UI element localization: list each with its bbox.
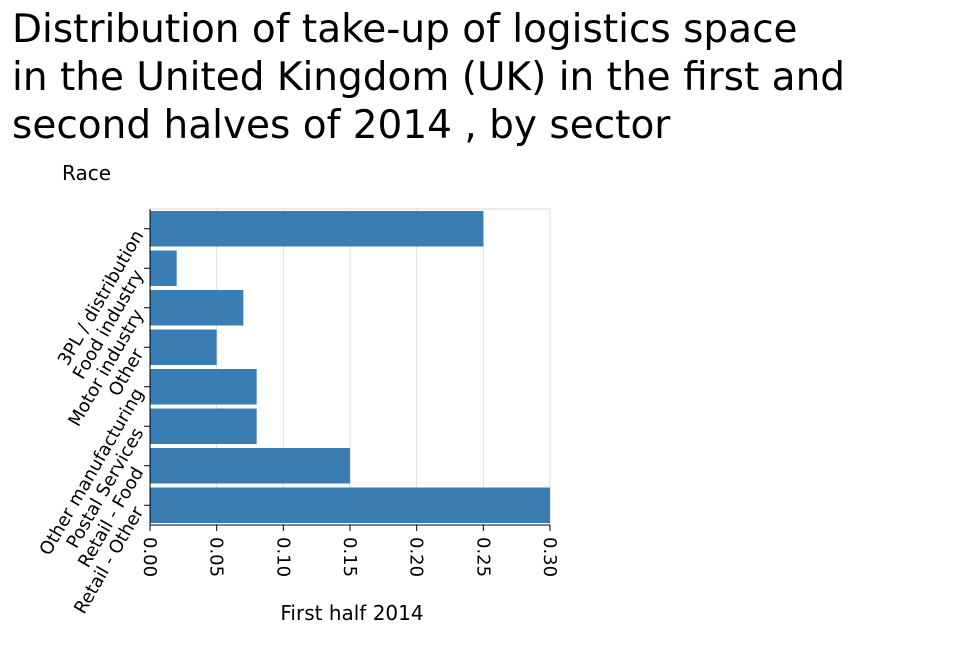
x-tick-label: 0.30 (539, 537, 560, 577)
bar (150, 487, 550, 523)
bar (150, 369, 257, 405)
bar (150, 329, 217, 365)
axes (144, 209, 551, 531)
x-tick-labels: 0.00 0.05 0.10 0.15 0.20 0.25 0.30 (139, 537, 560, 577)
bar (150, 290, 244, 326)
x-tick-label: 0.10 (272, 537, 293, 577)
bar (150, 250, 177, 286)
x-tick-label: 0.20 (406, 537, 427, 577)
bar (150, 448, 350, 484)
bars (150, 211, 550, 523)
x-tick-label: 0.15 (339, 537, 360, 577)
x-tick-label: 0.25 (472, 537, 493, 577)
chart-title: Distribution of take-up of logistics spa… (12, 7, 846, 148)
x-tick-label: 0.05 (206, 537, 227, 577)
x-tick-label: 0.00 (139, 537, 160, 577)
bar (150, 408, 257, 444)
y-axis-label: Race (62, 161, 111, 185)
x-axis-label: First half 2014 (280, 601, 423, 625)
bar (150, 211, 484, 247)
